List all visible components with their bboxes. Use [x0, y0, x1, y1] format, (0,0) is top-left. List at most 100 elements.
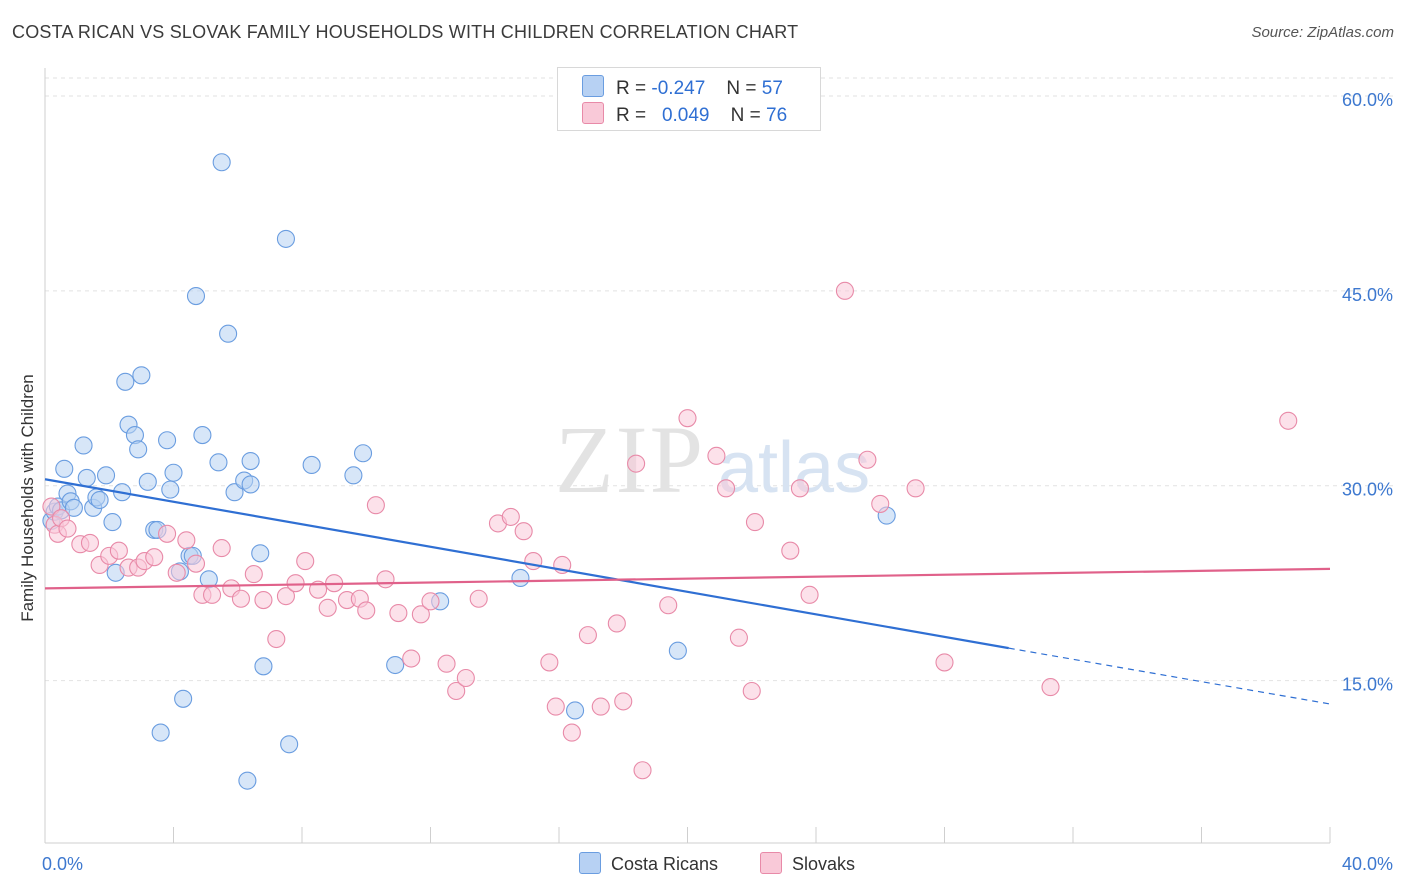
slovak-point: [447, 681, 466, 701]
costa-rican-point: [116, 372, 135, 391]
y-tick-label: 60.0%: [1342, 90, 1393, 110]
slovak-point: [871, 494, 890, 513]
slovak-point: [716, 479, 736, 498]
slovak-point: [212, 539, 231, 558]
costa-rican-point: [225, 483, 244, 502]
r-label: R =: [616, 105, 647, 126]
slovak-point: [158, 524, 177, 543]
slovak-point: [659, 596, 678, 615]
costa-rican-point: [174, 689, 193, 708]
costa-rican-point: [238, 771, 257, 790]
slovak-point: [591, 697, 610, 716]
x-tick-label: 40.0%: [1342, 854, 1393, 874]
slovak-point: [627, 454, 646, 473]
costa-rican-point: [158, 431, 177, 450]
slovak-point: [376, 570, 395, 589]
legend-row-costa-ricans: R = -0.247 N = 57: [582, 75, 783, 99]
slovak-point: [745, 513, 765, 532]
slovak-point: [58, 519, 77, 538]
n-label: N =: [730, 105, 761, 126]
slovak-point: [906, 479, 925, 498]
costa-rican-trend-line: [44, 478, 1009, 650]
costa-rican-point: [132, 366, 151, 385]
slovak-point: [935, 653, 954, 672]
slovak-point: [524, 552, 543, 571]
costa-rican-point: [96, 466, 116, 485]
costa-rican-point: [241, 475, 260, 494]
costa-rican-point: [77, 468, 96, 487]
slovak-point: [167, 563, 186, 582]
slovak-point: [858, 450, 877, 469]
slovak-point: [1041, 678, 1060, 697]
slovak-point: [421, 592, 440, 611]
costa-rican-point: [276, 229, 295, 248]
y-axis-label: Family Households with Children: [18, 374, 37, 622]
slovak-point: [296, 552, 315, 571]
slovak-point: [800, 585, 819, 604]
axes: [44, 68, 1331, 844]
slovak-point: [109, 541, 128, 560]
legend-swatch-slovaks: [582, 102, 604, 124]
costa-rican-point: [511, 568, 530, 588]
slovak-point: [402, 649, 421, 668]
slovak-point: [742, 681, 761, 701]
costa-rican-point: [74, 436, 93, 455]
slovak-point: [607, 614, 626, 633]
costa-rican-point: [151, 723, 170, 742]
slovak-point: [286, 574, 305, 593]
slovak-point: [1279, 411, 1298, 430]
slovak-point: [790, 479, 809, 498]
n-value-costa-ricans: 57: [761, 78, 783, 99]
series-legend: Costa Ricans Slovaks: [0, 852, 1406, 878]
costa-rican-point: [344, 466, 363, 485]
slovak-point: [546, 697, 565, 716]
costa-rican-point: [353, 444, 373, 463]
legend-swatch-costa-ricans: [582, 75, 604, 97]
r-label: R =: [616, 78, 647, 99]
slovak-point: [633, 761, 652, 780]
slovak-point: [469, 589, 488, 608]
costa-rican-point: [668, 641, 687, 660]
slovak-point: [781, 541, 800, 560]
slovak-point: [366, 496, 385, 515]
chart-title: COSTA RICAN VS SLOVAK FAMILY HOUSEHOLDS …: [12, 22, 799, 42]
slovak-point: [276, 587, 295, 606]
costa-rican-point: [161, 480, 180, 499]
n-value-slovaks: 76: [766, 105, 788, 126]
y-tick-label: 45.0%: [1342, 285, 1393, 305]
slovak-trend-line: [44, 567, 1331, 590]
slovak-point: [309, 580, 328, 599]
slovak-point: [678, 409, 697, 428]
costa-rican-point: [64, 498, 83, 517]
slovak-point: [254, 591, 273, 610]
costa-rican-point: [209, 453, 228, 472]
costa-rican-point: [164, 463, 183, 482]
costa-rican-point: [386, 655, 405, 675]
slovak-point: [42, 497, 61, 516]
watermark-atlas: atlas: [718, 428, 870, 508]
legend-swatch-slovaks: [760, 852, 782, 874]
slovak-point: [562, 723, 581, 742]
costa-rican-point: [219, 324, 238, 343]
legend-item-slovaks[interactable]: Slovaks: [760, 852, 855, 875]
costa-rican-point: [302, 455, 321, 474]
r-value-slovaks: 0.049: [661, 105, 710, 126]
legend-item-costa-ricans[interactable]: Costa Ricans: [579, 852, 718, 875]
slovak-point: [389, 603, 408, 623]
slovak-point: [578, 626, 597, 645]
n-label: N =: [726, 78, 757, 99]
slovak-point: [203, 585, 222, 604]
gridlines: [45, 77, 1395, 682]
slovak-point: [357, 601, 376, 620]
costa-rican-point: [90, 490, 109, 510]
costa-rican-point: [280, 735, 299, 754]
watermark: ZIP atlas: [555, 406, 870, 513]
slovak-point: [244, 565, 263, 584]
correlation-legend: R = -0.247 N = 57 R = 0.049 N = 76: [557, 67, 821, 131]
legend-swatch-costa-ricans: [579, 852, 601, 874]
slovak-point: [231, 589, 251, 608]
slovak-point: [186, 554, 206, 573]
slovak-point: [835, 281, 854, 300]
x-tick-label: 0.0%: [42, 854, 83, 874]
